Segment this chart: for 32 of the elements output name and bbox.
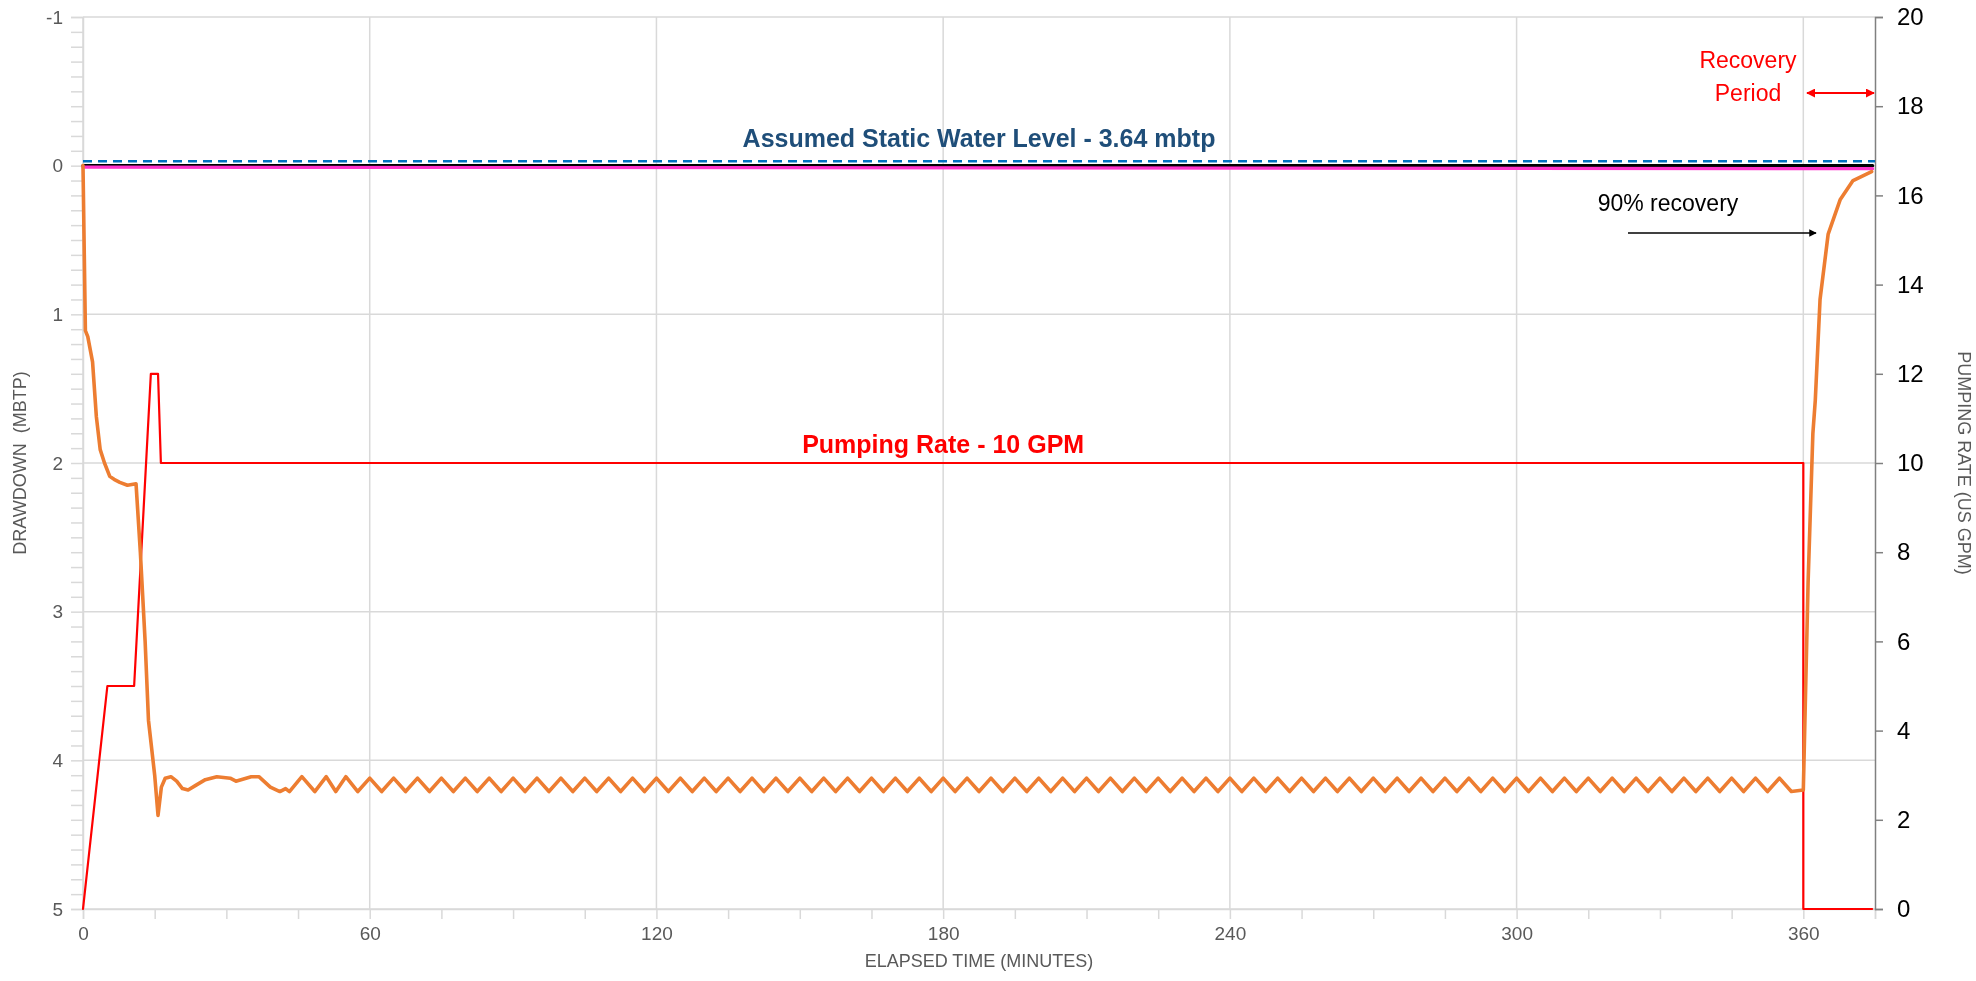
y-tick-label: 0 [52,155,63,177]
annotation: Pumping Rate - 10 GPM [802,430,1085,458]
y-tick-label: 3 [52,601,63,623]
y2-tick-label: 6 [1897,627,1911,655]
x-tick-label: 300 [1501,923,1533,945]
y2-tick-label: 20 [1897,3,1924,31]
y2-tick-label: 10 [1897,449,1924,477]
y2-tick-label: 4 [1897,716,1911,744]
y-tick-label: 1 [52,303,63,325]
y2-tick-label: 12 [1897,359,1924,387]
annotation: Recovery Period [1699,47,1798,106]
y2-tick-label: 16 [1897,181,1924,209]
y-axis-title: DRAWDOWN (MBTP) [10,371,30,555]
y-tick-label: 4 [52,749,64,771]
y-tick-label: -1 [46,6,63,28]
x-tick-label: 240 [1214,923,1247,945]
x-tick-label: 120 [641,923,673,945]
y2-tick-label: 14 [1897,270,1924,298]
y2-tick-label: 18 [1897,92,1924,120]
x-tick-label: 0 [78,923,89,945]
y-tick-label: 5 [52,898,63,920]
y2-tick-label: 2 [1897,805,1911,833]
x-tick-label: 60 [359,923,381,945]
annotation: 90% recovery [1597,190,1739,216]
y2-axis-title: PUMPING RATE (US GPM) [1954,351,1974,575]
y2-tick-label: 0 [1897,895,1911,923]
x-tick-label: 360 [1787,923,1820,945]
y-tick-label: 2 [52,452,63,474]
x-axis-title: ELAPSED TIME (MINUTES) [864,951,1094,971]
x-tick-label: 180 [927,923,960,945]
ref-line-label: Assumed Static Water Level - 3.64 mbtp [742,124,1216,153]
y2-tick-label: 8 [1897,538,1911,566]
